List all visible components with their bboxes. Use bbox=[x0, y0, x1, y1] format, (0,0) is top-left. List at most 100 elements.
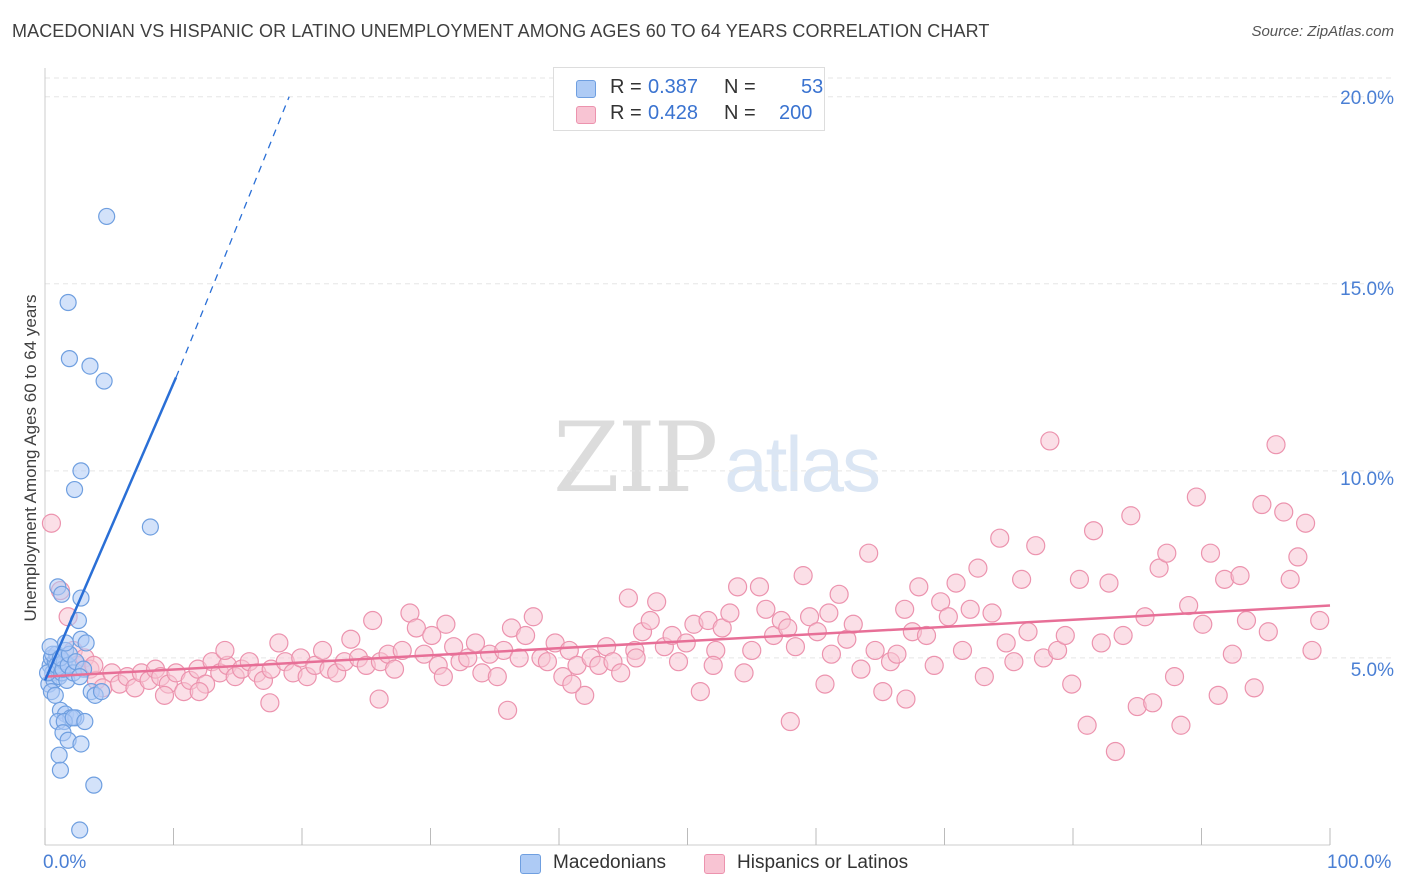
hispanic-point bbox=[1157, 543, 1177, 563]
chart-title: MACEDONIAN VS HISPANIC OR LATINO UNEMPLO… bbox=[12, 21, 990, 41]
gridlines bbox=[45, 77, 1395, 659]
legend-swatch-hispanics bbox=[576, 106, 596, 124]
watermark-zip: ZIP bbox=[553, 402, 718, 514]
hispanic-point bbox=[562, 674, 582, 694]
hispanic-point bbox=[756, 599, 776, 619]
hispanic-point bbox=[515, 625, 536, 646]
hispanic-point bbox=[626, 648, 646, 668]
hispanic-point bbox=[1288, 547, 1308, 567]
hispanic-point bbox=[154, 685, 175, 705]
macedonian-point bbox=[72, 462, 90, 480]
hispanic-point bbox=[734, 663, 754, 683]
hispanic-point bbox=[312, 640, 333, 661]
macedonian-point bbox=[72, 735, 90, 753]
hispanic-point bbox=[559, 640, 579, 661]
hispanic-point bbox=[1040, 431, 1060, 451]
hispanic-point bbox=[1077, 715, 1097, 735]
hispanic-point bbox=[1171, 715, 1191, 735]
hispanic-point bbox=[575, 685, 595, 705]
hispanic-point bbox=[1018, 622, 1038, 642]
hispanics-trend-line bbox=[44, 604, 1331, 678]
hispanic-point bbox=[895, 599, 915, 619]
axes bbox=[44, 68, 1331, 846]
hispanic-point bbox=[799, 607, 820, 627]
stats-legend: R = 0.387 N = 53 R = 0.428 N = 200 bbox=[553, 67, 825, 131]
y-tick-15: 15.0% bbox=[1340, 279, 1394, 300]
hispanic-point bbox=[436, 614, 456, 634]
hispanic-point bbox=[728, 577, 748, 597]
hispanic-point bbox=[720, 603, 740, 623]
hispanic-point bbox=[778, 618, 798, 638]
hispanic-point bbox=[640, 610, 660, 631]
macedonian-point bbox=[71, 668, 89, 686]
hispanic-point bbox=[960, 599, 980, 619]
hispanic-point bbox=[1164, 667, 1185, 687]
x-tick-right: 100.0% bbox=[1327, 852, 1392, 873]
hispanic-point bbox=[1230, 566, 1250, 586]
hispanic-point bbox=[618, 588, 638, 608]
hispanic-point bbox=[780, 711, 800, 732]
hispanic-point bbox=[974, 667, 994, 687]
hispanics-points bbox=[41, 431, 1330, 762]
hispanic-point bbox=[1047, 640, 1068, 661]
hispanic-point bbox=[1143, 693, 1163, 713]
watermark: ZIP atlas bbox=[553, 402, 881, 514]
hispanic-point bbox=[509, 648, 529, 668]
legend-r-value: 0.428 bbox=[648, 102, 699, 124]
hispanic-point bbox=[815, 674, 835, 694]
legend-r-label: R = bbox=[610, 102, 642, 124]
macedonian-point bbox=[50, 746, 68, 764]
macedonians-trend-extension bbox=[175, 96, 290, 378]
hispanic-point bbox=[269, 633, 289, 653]
trend-lines bbox=[43, 96, 1331, 681]
macedonians-trend-line bbox=[43, 376, 178, 681]
hispanic-point bbox=[909, 577, 929, 597]
hispanic-point bbox=[41, 513, 62, 533]
macedonian-point bbox=[60, 350, 79, 368]
macedonian-point bbox=[98, 207, 116, 226]
legend-n-label: N = bbox=[724, 76, 756, 98]
legend-r-value: 0.387 bbox=[648, 76, 699, 98]
hispanic-point bbox=[785, 637, 806, 657]
hispanic-point bbox=[749, 577, 770, 597]
hispanic-point bbox=[690, 681, 710, 702]
hispanic-point bbox=[215, 640, 235, 661]
hispanic-point bbox=[392, 640, 412, 661]
hispanic-point bbox=[433, 667, 453, 687]
hispanic-point bbox=[487, 667, 507, 687]
hispanic-point bbox=[498, 700, 518, 720]
bottom-legend-label-hispanics: Hispanics or Latinos bbox=[737, 852, 909, 873]
hispanic-point bbox=[1099, 573, 1119, 593]
hispanic-point bbox=[406, 618, 426, 638]
legend-r-label: R = bbox=[610, 76, 642, 98]
hispanic-point bbox=[537, 652, 558, 672]
hispanic-point bbox=[260, 693, 280, 713]
macedonian-point bbox=[65, 480, 84, 499]
legend-n-value: 200 bbox=[779, 102, 813, 124]
hispanic-point bbox=[189, 681, 209, 702]
legend-n-label: N = bbox=[724, 102, 756, 124]
macedonian-point bbox=[46, 686, 64, 704]
hispanic-point bbox=[1186, 487, 1206, 507]
hispanic-point bbox=[952, 640, 973, 661]
hispanic-point bbox=[982, 603, 1002, 623]
hispanic-point bbox=[865, 640, 885, 661]
hispanic-point bbox=[1200, 543, 1221, 563]
hispanic-point bbox=[647, 592, 667, 612]
hispanic-point bbox=[924, 655, 944, 676]
macedonian-point bbox=[77, 634, 95, 652]
hispanic-point bbox=[611, 663, 631, 683]
hispanic-point bbox=[821, 644, 842, 664]
hispanic-point bbox=[1113, 625, 1133, 646]
macedonian-point bbox=[81, 357, 99, 375]
macedonian-point bbox=[85, 776, 103, 794]
hispanic-point bbox=[1149, 558, 1169, 578]
macedonian-point bbox=[59, 293, 77, 312]
bottom-legend-label-macedonians: Macedonians bbox=[553, 852, 667, 873]
bottom-legend-swatch-hispanics bbox=[704, 854, 725, 874]
hispanic-point bbox=[1121, 506, 1141, 526]
hispanic-point bbox=[1295, 513, 1316, 533]
hispanic-point bbox=[1310, 610, 1330, 631]
hispanic-point bbox=[1004, 652, 1024, 672]
